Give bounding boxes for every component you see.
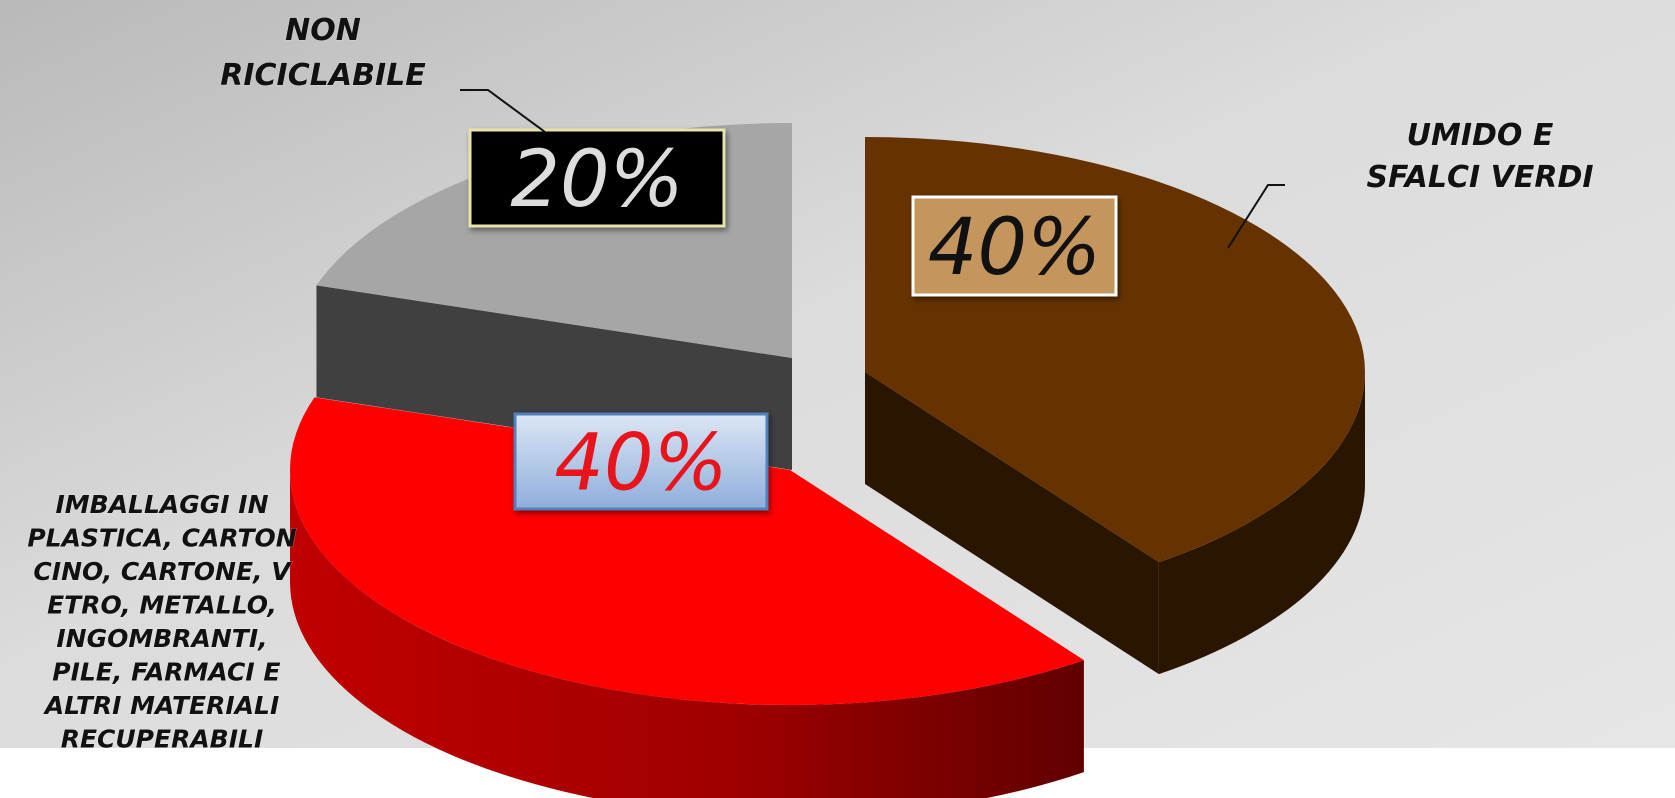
leader-line — [460, 89, 546, 133]
category-label-line: RICICLABILE — [220, 58, 426, 93]
category-label-3: NON RICICLABILE — [220, 13, 426, 93]
data-label-value: 40% — [554, 419, 727, 509]
data-label-1: 40% — [911, 195, 1118, 297]
data-label-3: 20% — [468, 128, 726, 228]
data-label-box — [911, 195, 1118, 297]
category-label-line: INGOMBRANTI, — [56, 624, 267, 653]
data-label-value: 40% — [928, 203, 1101, 293]
category-label-line: PLASTICA, CARTON — [27, 524, 296, 553]
data-label-box — [468, 128, 726, 228]
category-label-line: SFALCI VERDI — [1366, 160, 1593, 195]
category-label-line: CINO, CARTONE, V — [33, 557, 292, 586]
pie-slice-wall — [865, 372, 1159, 675]
category-label-line: ETRO, METALLO, — [47, 591, 277, 620]
category-label-line: UMIDO E — [1407, 118, 1554, 153]
leader-line — [1227, 184, 1285, 249]
pie-slice-top — [289, 397, 1084, 705]
data-label-box — [513, 412, 769, 511]
pie-slice-2 — [289, 397, 1084, 798]
data-label-value: 20% — [510, 135, 683, 225]
category-label-line: ALTRI MATERIALI — [43, 691, 280, 720]
pie-slice-side — [290, 470, 1084, 798]
category-label-line: IMBALLAGGI IN — [55, 490, 268, 519]
category-label-1: UMIDO E SFALCI VERDI — [1366, 118, 1593, 195]
category-label-line: NON — [285, 13, 361, 48]
category-label-line: PILE, FARMACI E — [44, 658, 281, 687]
data-label-2: 40% — [513, 412, 769, 511]
pie-slice-side — [1158, 372, 1365, 675]
category-label-2: IMBALLAGGI IN PLASTICA, CARTON CINO, CARTO… — [27, 490, 296, 754]
category-label-line: RECUPERABILI — [61, 725, 264, 754]
